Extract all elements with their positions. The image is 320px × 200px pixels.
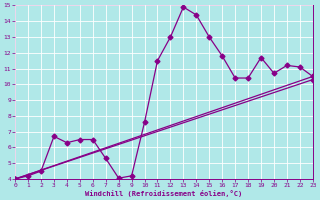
X-axis label: Windchill (Refroidissement éolien,°C): Windchill (Refroidissement éolien,°C) xyxy=(85,190,243,197)
